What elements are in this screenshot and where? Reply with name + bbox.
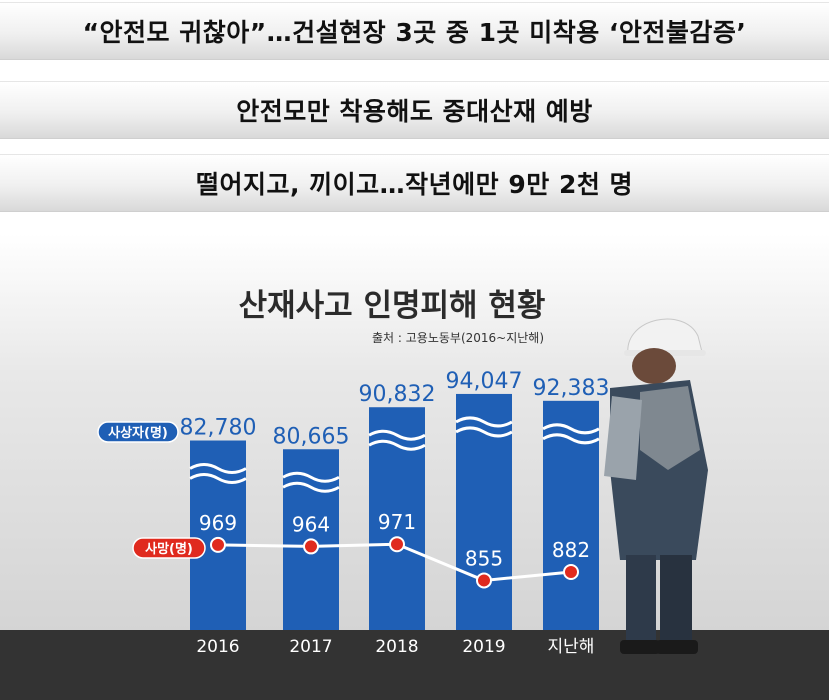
axis-break-mark [542,423,600,435]
axis-break-mark [189,463,247,475]
worker-illustration [604,318,708,654]
death-value-label: 964 [292,512,330,536]
death-value-label: 882 [552,538,590,562]
casualty-value-label: 80,665 [273,424,350,449]
death-value-label: 971 [378,510,416,534]
year-tick-label: 2019 [462,637,505,657]
year-tick-label: 지난해 [548,637,595,657]
death-legend-label: 사망(명) [145,541,193,557]
axis-break-mark [368,439,426,451]
casualty-legend: 사상자(명) [97,421,179,443]
death-point [389,536,405,553]
casualty-value-label: 92,383 [533,376,610,401]
death-point [210,536,226,553]
death-point [476,572,492,589]
axis-break-mark [455,426,513,438]
casualty-legend-label: 사상자(명) [108,425,168,441]
headline-2: 안전모만 착용해도 중대산재 예방 [0,81,829,139]
axis-break-mark [282,471,340,483]
axis-break-mark [542,433,600,445]
death-point [303,538,319,555]
year-tick-label: 2018 [375,637,418,657]
year-tick-label: 2016 [196,637,239,657]
casualty-value-label: 94,047 [446,369,523,394]
death-value-label: 855 [465,546,503,570]
year-tick-label: 2017 [289,637,332,657]
headline-3: 떨어지고, 끼이고…작년에만 9만 2천 명 [0,154,829,212]
chart-source: 출처 : 고용노동부(2016~지난해) [372,331,544,345]
death-legend: 사망(명) [132,537,206,559]
chart-title: 산재사고 인명피해 현황 [239,288,546,324]
casualty-value-label: 90,832 [359,382,436,407]
death-point [563,564,579,581]
axis-break-mark [282,481,340,493]
headline-1: “안전모 귀찮아”…건설현장 3곳 중 1곳 미착용 ‘안전불감증’ [0,2,829,60]
axis-break-mark [189,473,247,485]
axis-break-mark [455,416,513,428]
death-value-label: 969 [199,511,237,535]
casualty-value-label: 82,780 [180,416,257,441]
axis-break-mark [368,429,426,441]
